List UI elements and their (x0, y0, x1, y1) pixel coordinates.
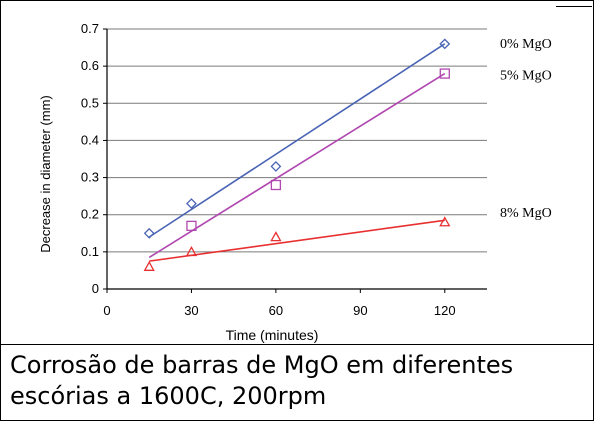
header-border-fragment (556, 6, 592, 7)
y-tick-label: 0.1 (81, 244, 99, 259)
diamond-marker (143, 227, 155, 239)
trend-line (149, 219, 445, 262)
triangle-marker (185, 246, 198, 257)
data-markers (143, 38, 451, 271)
trend-line (148, 72, 446, 259)
trend-line (148, 43, 446, 238)
y-tick-label: 0.5 (81, 95, 99, 110)
gridlines (107, 28, 487, 253)
y-tick-label: 0.3 (81, 170, 99, 185)
square-marker (186, 220, 197, 232)
series-label: 0% MgO (500, 37, 552, 52)
series-label: 5% MgO (500, 68, 552, 83)
x-tick-label: 0 (103, 303, 110, 318)
series-labels: 0% MgO 5% MgO 8% MgO (500, 37, 552, 221)
diamond-marker (439, 38, 451, 50)
chart: 0 0.1 0.2 0.3 0.4 0.5 0.6 0.7 0 30 60 90 120 0% MgO 5… (10, 10, 584, 343)
y-tick-label: 0.4 (81, 132, 99, 147)
triangle-marker (439, 216, 451, 227)
x-tick-label: 90 (353, 303, 367, 318)
y-tick-label: 0 (92, 281, 99, 296)
triangle-marker (143, 260, 155, 271)
y-axis-label: Decrease in diameter (mm) (38, 95, 53, 253)
x-tick-label: 60 (269, 303, 283, 318)
x-tick-label: 120 (434, 303, 456, 318)
trend-lines (148, 43, 446, 262)
square-marker (270, 179, 282, 191)
diamond-marker (186, 198, 197, 209)
y-tick-label: 0.6 (81, 58, 99, 73)
chart-background (10, 10, 584, 340)
diamond-marker (270, 161, 282, 172)
figure-caption: Corrosão de barras de MgO em diferentes … (10, 351, 514, 410)
square-marker (439, 68, 450, 79)
triangle-marker (270, 231, 282, 242)
caption-divider (0, 344, 594, 345)
series-label: 8% MgO (500, 206, 552, 221)
y-tick-label: 0.7 (81, 21, 99, 36)
y-tick-label: 0.2 (81, 207, 99, 222)
axes: 0 0.1 0.2 0.3 0.4 0.5 0.6 0.7 0 30 60 90 120 (81, 21, 487, 318)
x-axis-label: Time (minutes) (226, 327, 319, 343)
x-tick-label: 30 (184, 303, 198, 318)
